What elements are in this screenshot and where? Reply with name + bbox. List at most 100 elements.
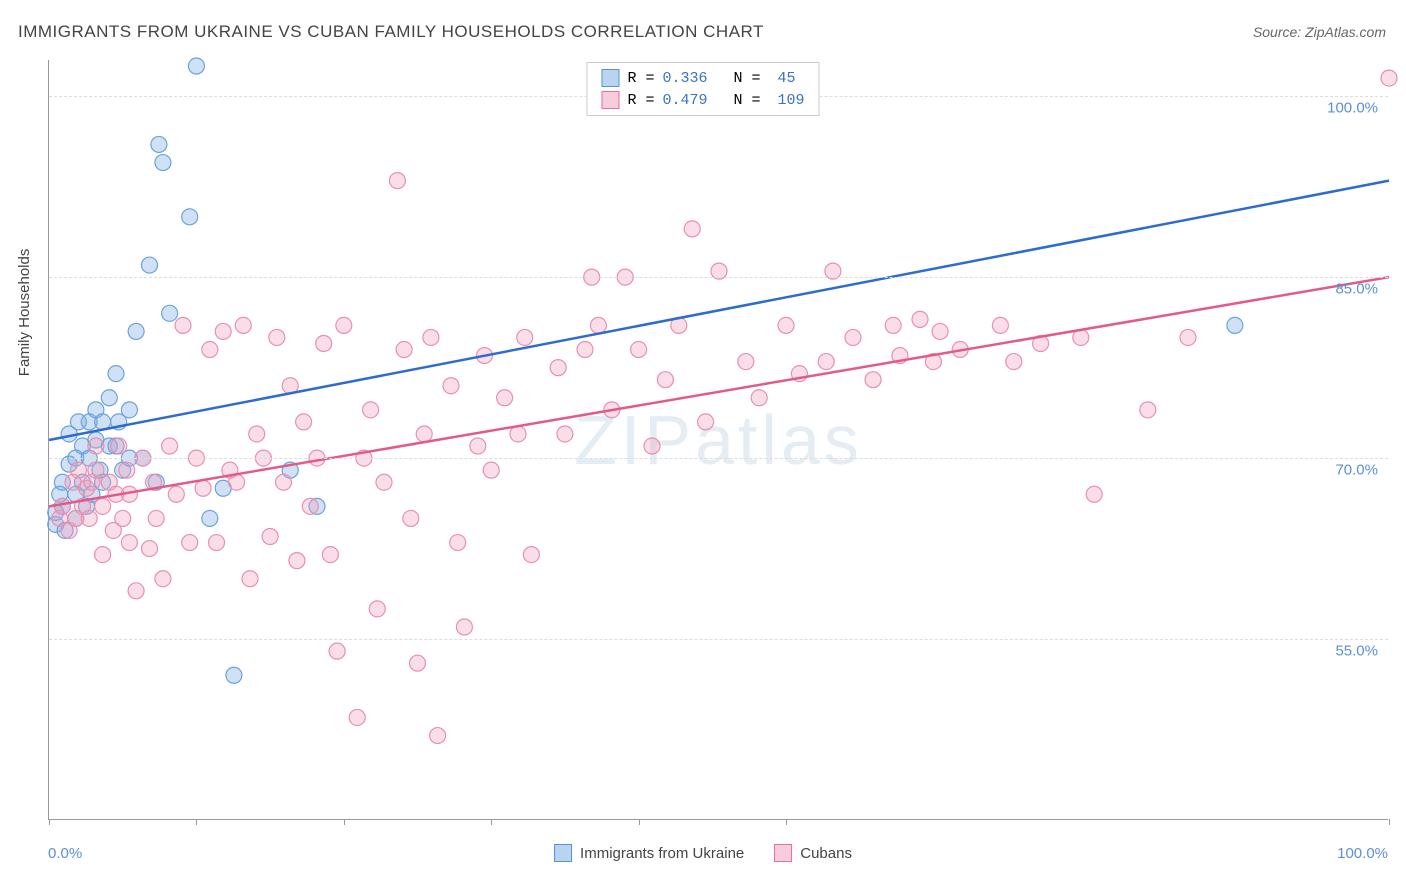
data-point bbox=[155, 571, 171, 587]
data-point bbox=[557, 426, 573, 442]
legend-row: R = 0.336 N = 45 bbox=[601, 67, 804, 89]
data-point bbox=[195, 480, 211, 496]
data-point bbox=[70, 462, 86, 478]
legend-series: Immigrants from Ukraine Cubans bbox=[554, 844, 852, 862]
data-point bbox=[349, 709, 365, 725]
data-point bbox=[510, 426, 526, 442]
data-point bbox=[410, 655, 426, 671]
data-point bbox=[209, 535, 225, 551]
data-point bbox=[1227, 317, 1243, 333]
x-axis-min-label: 0.0% bbox=[48, 845, 82, 862]
data-point bbox=[369, 601, 385, 617]
data-point bbox=[249, 426, 265, 442]
data-point bbox=[818, 354, 834, 370]
data-point bbox=[523, 547, 539, 563]
data-point bbox=[497, 390, 513, 406]
legend-series-label: Immigrants from Ukraine bbox=[580, 845, 744, 862]
y-tick-label: 70.0% bbox=[1335, 462, 1378, 479]
data-point bbox=[115, 510, 131, 526]
legend-n-value: 45 bbox=[769, 70, 796, 87]
data-point bbox=[363, 402, 379, 418]
x-axis-max-label: 100.0% bbox=[1337, 845, 1388, 862]
data-point bbox=[175, 317, 191, 333]
data-point bbox=[403, 510, 419, 526]
data-point bbox=[396, 342, 412, 358]
legend-series-label: Cubans bbox=[800, 845, 852, 862]
x-tick bbox=[786, 819, 787, 825]
legend-r-label: R = bbox=[627, 92, 654, 109]
data-point bbox=[296, 414, 312, 430]
legend-correlation: R = 0.336 N = 45R = 0.479 N = 109 bbox=[586, 62, 819, 116]
data-point bbox=[235, 317, 251, 333]
data-point bbox=[88, 438, 104, 454]
data-point bbox=[992, 317, 1008, 333]
data-point bbox=[1381, 70, 1397, 86]
x-tick bbox=[196, 819, 197, 825]
data-point bbox=[111, 438, 127, 454]
x-tick bbox=[49, 819, 50, 825]
plot-area: ZIPatlas 55.0%70.0%85.0%100.0% bbox=[48, 60, 1388, 820]
data-point bbox=[631, 342, 647, 358]
data-point bbox=[423, 329, 439, 345]
data-point bbox=[389, 173, 405, 189]
data-point bbox=[657, 372, 673, 388]
data-point bbox=[119, 462, 135, 478]
data-point bbox=[550, 360, 566, 376]
data-point bbox=[751, 390, 767, 406]
data-point bbox=[151, 136, 167, 152]
data-point bbox=[101, 390, 117, 406]
data-point bbox=[450, 535, 466, 551]
data-point bbox=[182, 209, 198, 225]
x-tick bbox=[491, 819, 492, 825]
data-point bbox=[155, 155, 171, 171]
legend-r-value: 0.479 bbox=[662, 92, 707, 109]
x-tick bbox=[639, 819, 640, 825]
data-point bbox=[316, 335, 332, 351]
data-point bbox=[1086, 486, 1102, 502]
x-tick bbox=[344, 819, 345, 825]
data-point bbox=[456, 619, 472, 635]
legend-swatch-icon bbox=[554, 844, 572, 862]
legend-n-value: 109 bbox=[769, 92, 805, 109]
y-tick-label: 55.0% bbox=[1335, 643, 1378, 660]
data-point bbox=[430, 728, 446, 744]
data-point bbox=[262, 529, 278, 545]
data-point bbox=[885, 317, 901, 333]
chart-title: IMMIGRANTS FROM UKRAINE VS CUBAN FAMILY … bbox=[18, 22, 764, 42]
data-point bbox=[242, 571, 258, 587]
legend-r-value: 0.336 bbox=[662, 70, 707, 87]
legend-swatch-icon bbox=[601, 91, 619, 109]
data-point bbox=[142, 257, 158, 273]
data-point bbox=[329, 643, 345, 659]
legend-swatch-icon bbox=[774, 844, 792, 862]
data-point bbox=[121, 402, 137, 418]
data-point bbox=[336, 317, 352, 333]
data-point bbox=[168, 486, 184, 502]
data-point bbox=[128, 583, 144, 599]
data-point bbox=[470, 438, 486, 454]
data-point bbox=[778, 317, 794, 333]
data-point bbox=[1180, 329, 1196, 345]
data-point bbox=[698, 414, 714, 430]
legend-row: R = 0.479 N = 109 bbox=[601, 89, 804, 111]
data-point bbox=[845, 329, 861, 345]
data-point bbox=[182, 535, 198, 551]
data-point bbox=[738, 354, 754, 370]
data-point bbox=[289, 553, 305, 569]
data-point bbox=[188, 58, 204, 74]
source-attribution: Source: ZipAtlas.com bbox=[1253, 24, 1386, 40]
data-point bbox=[202, 510, 218, 526]
gridline bbox=[49, 639, 1388, 640]
data-point bbox=[95, 547, 111, 563]
legend-series-item: Cubans bbox=[774, 844, 852, 862]
y-axis-title: Family Households bbox=[16, 249, 33, 377]
data-point bbox=[202, 342, 218, 358]
legend-swatch-icon bbox=[601, 69, 619, 87]
gridline bbox=[49, 458, 1388, 459]
data-point bbox=[269, 329, 285, 345]
data-point bbox=[108, 366, 124, 382]
data-point bbox=[932, 323, 948, 339]
chart-svg bbox=[49, 60, 1388, 819]
data-point bbox=[416, 426, 432, 442]
data-point bbox=[684, 221, 700, 237]
